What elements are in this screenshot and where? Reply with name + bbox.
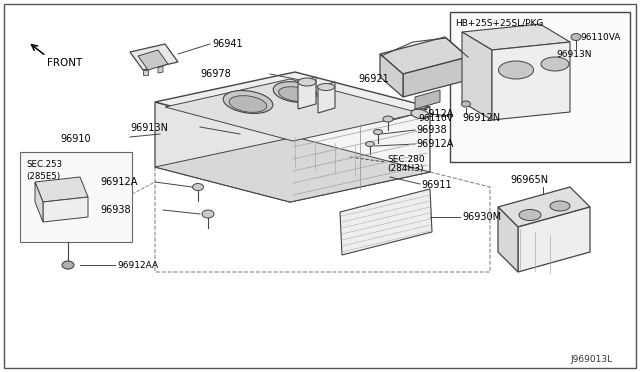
Polygon shape — [498, 207, 518, 272]
Polygon shape — [415, 90, 440, 109]
Text: 96930M: 96930M — [462, 212, 501, 222]
Text: (284H3): (284H3) — [387, 164, 424, 173]
Ellipse shape — [278, 87, 312, 101]
Text: 96910: 96910 — [60, 134, 91, 144]
Text: (285E5): (285E5) — [26, 172, 60, 181]
Polygon shape — [158, 66, 163, 73]
Polygon shape — [403, 57, 468, 97]
Ellipse shape — [383, 116, 393, 122]
Polygon shape — [130, 44, 178, 70]
Text: 96938: 96938 — [100, 205, 131, 215]
Ellipse shape — [193, 183, 204, 190]
Polygon shape — [518, 207, 590, 272]
Polygon shape — [35, 182, 43, 222]
Ellipse shape — [411, 109, 429, 119]
Ellipse shape — [273, 81, 317, 102]
Text: 96912A: 96912A — [416, 139, 453, 149]
Polygon shape — [380, 54, 403, 97]
Polygon shape — [492, 42, 570, 120]
Polygon shape — [155, 102, 290, 202]
Ellipse shape — [223, 90, 273, 113]
Polygon shape — [155, 137, 430, 202]
Polygon shape — [35, 177, 88, 202]
Ellipse shape — [374, 129, 383, 135]
Polygon shape — [155, 72, 430, 137]
FancyBboxPatch shape — [4, 4, 636, 368]
Polygon shape — [380, 37, 468, 74]
Ellipse shape — [298, 78, 316, 86]
Text: HB+25S+25SL/PKG: HB+25S+25SL/PKG — [455, 18, 543, 27]
Text: 96941: 96941 — [212, 39, 243, 49]
Polygon shape — [498, 187, 590, 227]
Ellipse shape — [317, 83, 335, 90]
Text: FRONT: FRONT — [47, 58, 83, 68]
Text: 96110VA: 96110VA — [580, 32, 620, 42]
Ellipse shape — [229, 96, 267, 112]
Text: 96913N: 96913N — [556, 49, 591, 58]
Ellipse shape — [202, 210, 214, 218]
Polygon shape — [138, 50, 168, 70]
Text: SEC.253: SEC.253 — [26, 160, 62, 169]
Text: 96912A: 96912A — [416, 109, 453, 119]
Ellipse shape — [519, 209, 541, 221]
Text: 96912N: 96912N — [462, 113, 500, 123]
Ellipse shape — [461, 101, 470, 107]
Polygon shape — [340, 189, 432, 255]
Polygon shape — [318, 82, 335, 113]
Ellipse shape — [499, 61, 534, 79]
Ellipse shape — [365, 141, 374, 147]
Text: 96921: 96921 — [358, 74, 388, 84]
Text: SEC.280: SEC.280 — [387, 154, 424, 164]
Text: 96913N: 96913N — [130, 123, 168, 133]
Text: 96965N: 96965N — [510, 175, 548, 185]
Polygon shape — [143, 70, 148, 75]
Polygon shape — [462, 32, 492, 120]
Text: 96911: 96911 — [421, 180, 452, 190]
Ellipse shape — [571, 33, 581, 41]
Text: 96978: 96978 — [200, 69, 231, 79]
Polygon shape — [43, 197, 88, 222]
Text: 96912AA: 96912AA — [117, 260, 158, 269]
Ellipse shape — [62, 261, 74, 269]
Ellipse shape — [550, 201, 570, 211]
Polygon shape — [165, 79, 420, 141]
Polygon shape — [290, 107, 430, 202]
FancyBboxPatch shape — [20, 152, 132, 242]
Polygon shape — [462, 24, 570, 50]
Text: 96938: 96938 — [416, 125, 447, 135]
Ellipse shape — [541, 57, 569, 71]
Text: J969013L: J969013L — [570, 356, 612, 365]
Text: 96912A: 96912A — [100, 177, 138, 187]
Text: 96110V: 96110V — [418, 113, 453, 122]
FancyBboxPatch shape — [450, 12, 630, 162]
Polygon shape — [298, 77, 316, 109]
